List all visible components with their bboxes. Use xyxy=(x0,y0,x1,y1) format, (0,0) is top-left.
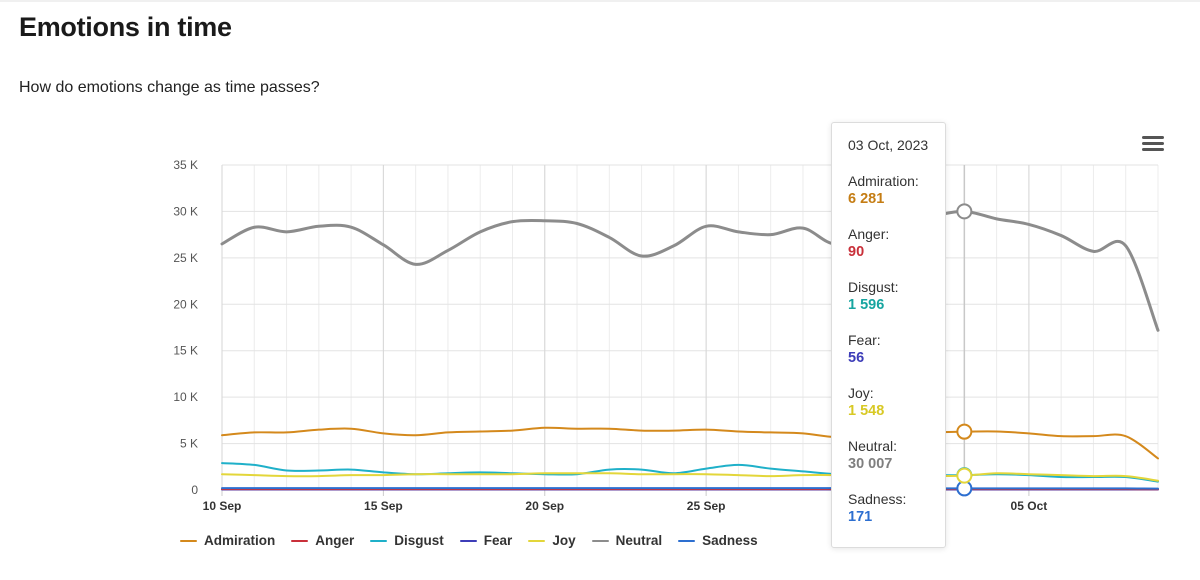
legend-swatch xyxy=(180,539,197,542)
series-line-disgust xyxy=(221,462,1159,483)
tooltip-row-joy-: Joy: 1 548 xyxy=(848,384,945,420)
legend-label: Disgust xyxy=(394,533,444,548)
tooltip-value: 90 xyxy=(848,244,865,260)
legend-item-admiration[interactable]: Admiration xyxy=(180,533,275,548)
highlight-point-joy xyxy=(956,467,973,484)
x-tick-label: 10 Sep xyxy=(203,499,242,513)
legend-item-disgust[interactable]: Disgust xyxy=(370,533,444,548)
series-lines xyxy=(220,209,1160,491)
tooltip-row-neutral-: Neutral: 30 007 xyxy=(848,437,945,473)
tooltip-row-admiration-: Admiration: 6 281 xyxy=(848,172,945,208)
tooltip-value: 171 xyxy=(848,509,873,525)
page-title: Emotions in time xyxy=(19,12,232,42)
hamburger-menu-icon[interactable] xyxy=(1142,136,1164,154)
tooltip-label: Joy: xyxy=(848,385,874,401)
tooltip-value: 1 596 xyxy=(848,297,885,313)
y-tick-label: 15 K xyxy=(173,344,198,358)
legend-swatch xyxy=(528,539,546,542)
tooltip-value: 1 548 xyxy=(848,403,885,419)
tooltip-label: Fear: xyxy=(848,332,881,348)
chart-grid xyxy=(221,164,1159,491)
series-line-admiration xyxy=(221,426,1159,460)
y-tick-label: 5 K xyxy=(180,437,198,451)
x-tick-label: 20 Sep xyxy=(525,499,564,513)
series-line-joy xyxy=(221,472,1159,482)
y-axis-ticks: 0 5 K 10 K 15 K 20 K 25 K 30 K 35 K xyxy=(173,158,198,497)
x-tick-label: 15 Sep xyxy=(364,499,403,513)
y-tick-label: 30 K xyxy=(173,204,198,218)
tooltip-date: 03 Oct, 2023 xyxy=(848,137,929,153)
tooltip-label: Anger: xyxy=(848,226,890,242)
page-subtitle: How do emotions change as time passes? xyxy=(19,79,320,96)
tooltip-row-disgust-: Disgust: 1 596 xyxy=(848,278,945,314)
legend-label: Anger xyxy=(315,533,355,548)
y-tick-label: 0 xyxy=(191,483,198,497)
legend-label: Joy xyxy=(552,533,576,548)
x-tick-label: 05 Oct xyxy=(1011,499,1048,513)
highlight-markers xyxy=(956,203,973,497)
legend-label: Admiration xyxy=(204,533,276,548)
tooltip-value: 56 xyxy=(848,350,865,366)
series-line-neutral xyxy=(220,209,1160,332)
tooltip-row-sadness-: Sadness: 171 xyxy=(848,490,945,526)
legend-item-fear[interactable]: Fear xyxy=(459,533,513,548)
tooltip-row-fear-: Fear: 56 xyxy=(848,331,945,367)
legend-label: Fear xyxy=(483,533,513,548)
tooltip-label: Disgust: xyxy=(848,279,899,295)
legend-item-neutral[interactable]: Neutral xyxy=(591,533,663,548)
tooltip-value: 6 281 xyxy=(848,191,885,207)
legend-item-joy[interactable]: Joy xyxy=(528,533,576,548)
legend-label: Sadness xyxy=(702,533,758,548)
tooltip-value: 30 007 xyxy=(848,456,893,472)
tooltip-row-anger-: Anger: 90 xyxy=(848,225,945,261)
legend-item-anger[interactable]: Anger xyxy=(291,533,354,548)
legend-swatch xyxy=(678,539,696,542)
highlight-point-admiration xyxy=(956,423,973,440)
y-tick-label: 25 K xyxy=(173,251,198,265)
legend-label: Neutral xyxy=(615,533,663,548)
legend-swatch xyxy=(291,539,309,542)
x-tick-label: 25 Sep xyxy=(687,499,726,513)
y-tick-label: 35 K xyxy=(173,158,198,172)
chart-tooltip: 03 Oct, 2023 Admiration: 6 281 Anger: 90 Dis… xyxy=(831,122,946,548)
legend-item-sadness[interactable]: Sadness xyxy=(678,533,758,548)
tooltip-label: Admiration: xyxy=(848,173,919,189)
top-border xyxy=(0,0,1200,2)
legend-swatch xyxy=(459,539,477,542)
x-axis-ticks: 10 Sep 15 Sep 20 Sep 25 Sep 05 Oct xyxy=(203,490,1048,513)
tooltip-label: Neutral: xyxy=(848,438,898,454)
y-tick-label: 20 K xyxy=(173,297,198,311)
legend-swatch xyxy=(591,539,609,542)
chart-legend: Admiration Anger Disgust Fear Joy Neutral Sadn… xyxy=(180,533,774,548)
tooltip-label: Sadness: xyxy=(848,491,907,507)
y-tick-label: 10 K xyxy=(173,390,198,404)
legend-swatch xyxy=(370,539,388,542)
highlight-point-neutral xyxy=(956,203,973,220)
